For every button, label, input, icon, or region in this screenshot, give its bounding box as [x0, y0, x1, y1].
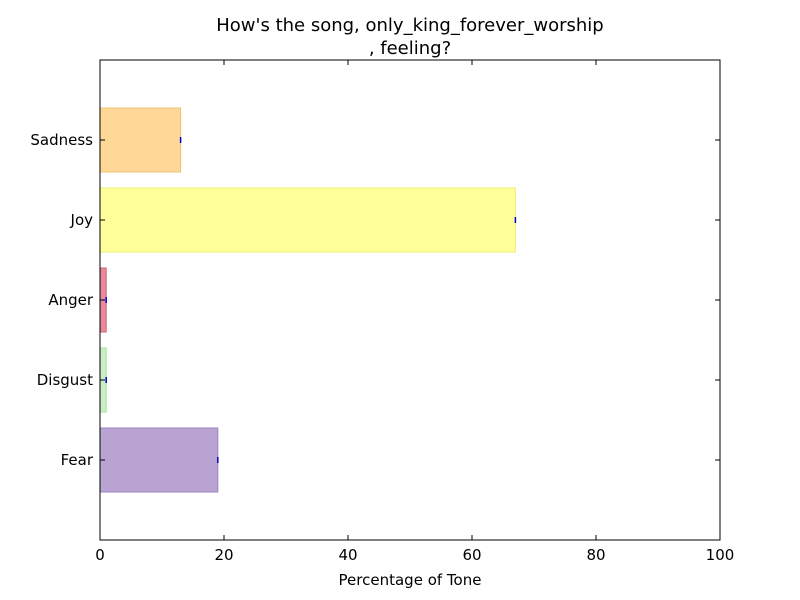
x-tick-label: 100	[706, 546, 735, 564]
chart-title-line-2: , feeling?	[369, 38, 451, 59]
y-tick-label: Sadness	[30, 131, 93, 149]
error-marks-group	[105, 137, 517, 463]
y-tick-label: Fear	[61, 451, 94, 469]
y-tick-label: Disgust	[37, 371, 93, 389]
x-tick-label: 80	[586, 546, 605, 564]
x-axis-label: Percentage of Tone	[339, 571, 482, 589]
bar-joy	[99, 187, 516, 253]
bar-sadness	[99, 107, 182, 173]
bar-fear	[99, 427, 219, 493]
x-tick-label: 40	[338, 546, 357, 564]
y-ticks-group: Fear Disgust Anger Joy Sadness	[30, 131, 720, 469]
y-tick-label: Joy	[70, 211, 94, 229]
x-tick-label: 0	[95, 546, 105, 564]
x-ticks-group: 0 20 40 60 80 100	[95, 60, 734, 564]
chart-title-line-1: How's the song, only_king_forever_worshi…	[216, 15, 603, 36]
x-tick-label: 60	[462, 546, 481, 564]
bars-group	[99, 107, 516, 493]
y-tick-label: Anger	[48, 291, 94, 309]
x-tick-label: 20	[214, 546, 233, 564]
